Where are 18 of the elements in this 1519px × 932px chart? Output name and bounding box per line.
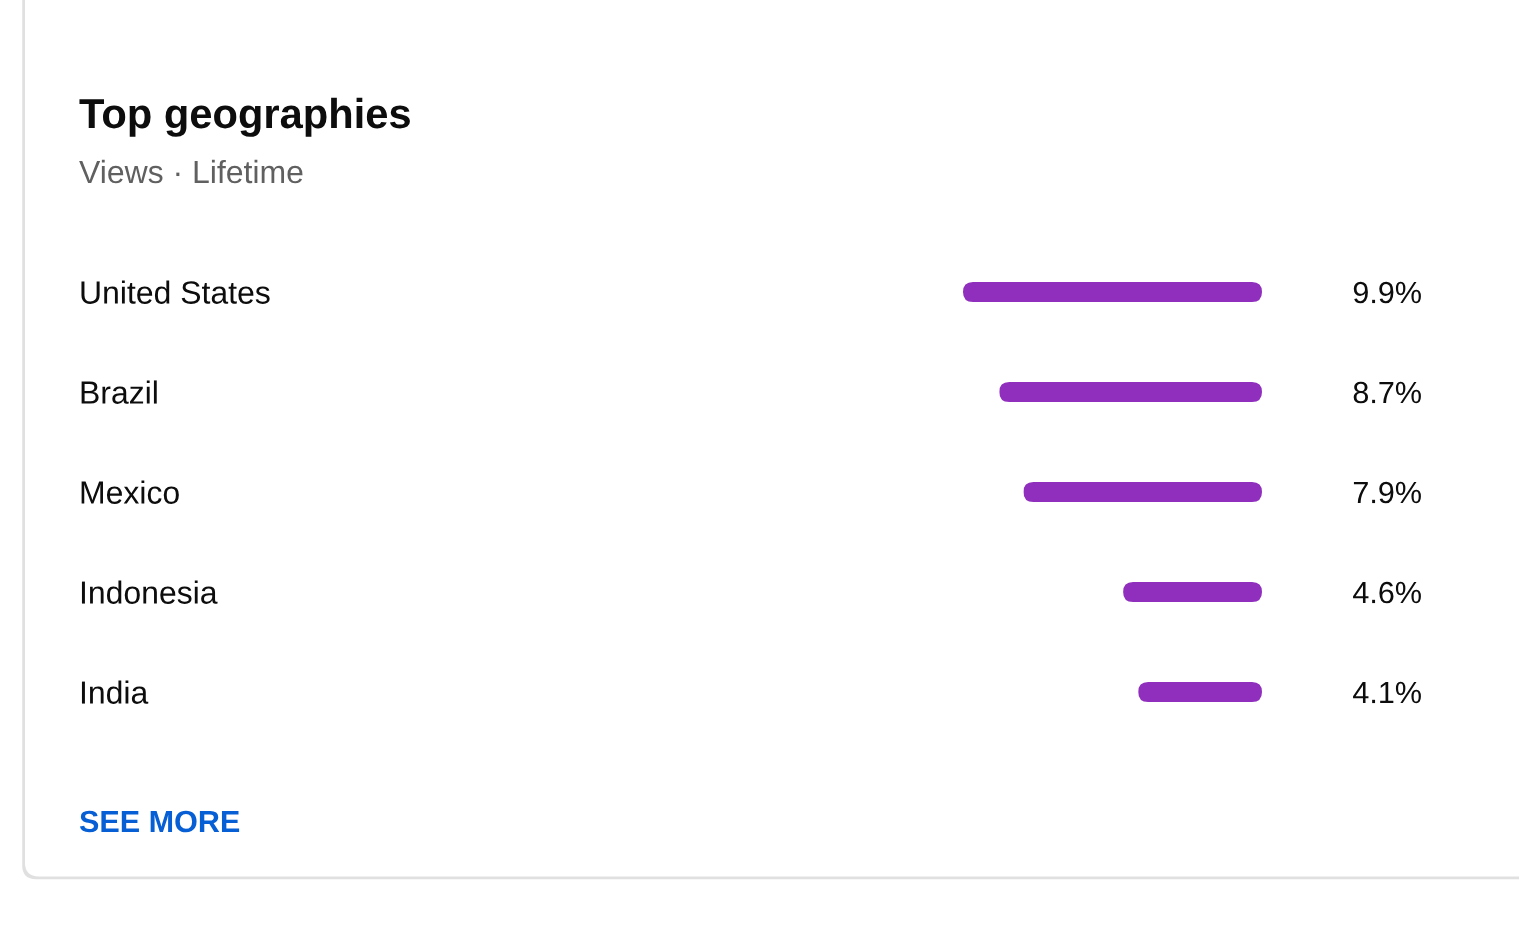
y-tick-label: Indonesia — [81, 580, 218, 604]
y-tick-label: United States — [81, 280, 270, 304]
y-tick-label: Mexico — [81, 480, 179, 504]
data-label: 8.7% — [1353, 381, 1421, 404]
text: SEE MORE — [79, 810, 240, 833]
bar — [1023, 482, 1262, 502]
bar — [963, 282, 1262, 302]
data-label: 7.9% — [1353, 481, 1421, 504]
bar — [1123, 582, 1262, 602]
text: Views · Lifetime — [79, 159, 303, 184]
bar — [999, 382, 1262, 402]
data-label: 4.6% — [1353, 581, 1421, 604]
text: Top geographies — [79, 97, 410, 137]
data-label: 9.9% — [1353, 281, 1421, 304]
y-tick-label: India — [81, 680, 149, 704]
data-label: 4.1% — [1353, 681, 1421, 704]
y-tick-label: Brazil — [81, 380, 157, 404]
bar — [1138, 682, 1262, 702]
